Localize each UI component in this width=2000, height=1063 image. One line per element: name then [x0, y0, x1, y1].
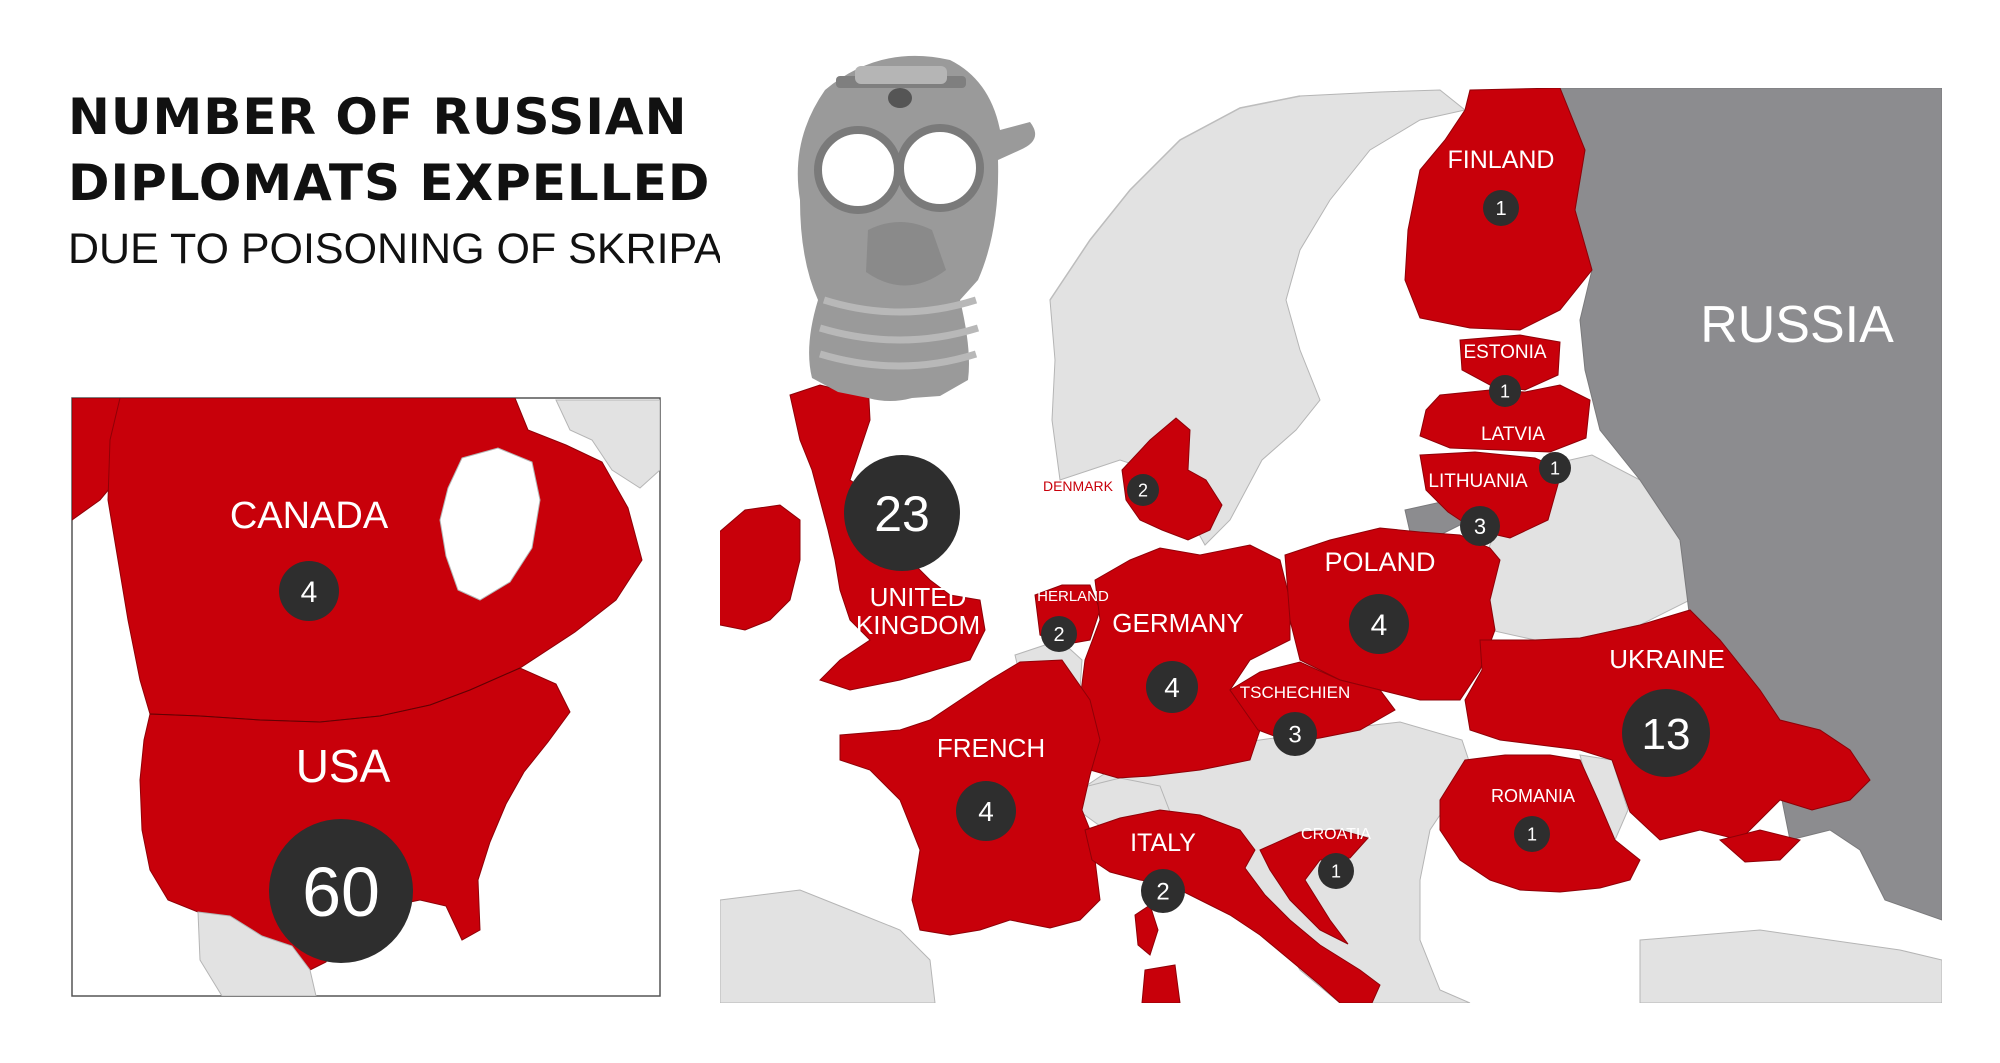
expelled-count-value-croatia: 1: [1331, 861, 1341, 881]
country-marker-croatia: CROATIA 1: [1301, 826, 1371, 889]
expelled-count-badge-czechia: [1273, 712, 1317, 756]
north-america-inset: [71, 397, 661, 997]
country-label-croatia: CROATIA: [1301, 826, 1371, 843]
country-label-netherlands: NETHERLAND: [1007, 588, 1109, 605]
country-marker-romania: ROMANIA 1: [1491, 786, 1575, 852]
expelled-count-value-ukraine: 13: [1642, 710, 1691, 759]
country-marker-denmark: DENMARK 2: [1043, 474, 1159, 506]
corsica-shape: [1134, 904, 1159, 956]
country-marker-canada: CANADA 4: [230, 495, 389, 621]
country-label-ukraine: UKRAINE: [1609, 644, 1725, 674]
expelled-count-badge-usa: [269, 819, 413, 963]
denmark-shape: [1121, 417, 1223, 541]
expelled-count-badge-italy: [1141, 869, 1185, 913]
expelled-count-badge-germany: [1146, 661, 1198, 713]
country-label-czechia: TSCHECHIEN: [1240, 683, 1351, 702]
scandinavia-coastline: [1049, 95, 1301, 301]
map-subtitle: DUE TO POISONING OF SKRIPAL: [68, 225, 747, 273]
ireland-shape: [720, 504, 801, 631]
map-title-line-2: DIPLOMATS EXPELLED: [68, 154, 711, 212]
country-label-estonia: ESTONIA: [1463, 342, 1546, 363]
expelled-count-badge-lithuania: [1460, 506, 1500, 546]
country-label-denmark: DENMARK: [1043, 478, 1114, 494]
country-marker-finland: FINLAND 1: [1448, 146, 1555, 226]
expelled-count-value-germany: 4: [1164, 672, 1180, 703]
canada-usa-border: [149, 667, 521, 723]
turkey-shape: [1639, 929, 1942, 1003]
expelled-count-badge-canada: [279, 561, 339, 621]
country-marker-usa: USA 60: [269, 740, 413, 963]
country-marker-ukraine: UKRAINE 13: [1609, 644, 1725, 777]
expelled-count-badge-poland: [1349, 594, 1409, 654]
lithuania-shape: [1419, 451, 1563, 539]
expelled-count-badge-denmark: [1127, 474, 1159, 506]
country-label-france: FRENCH: [937, 733, 1045, 763]
expelled-count-value-lithuania: 3: [1474, 514, 1486, 539]
expelled-count-badge-netherlands: [1041, 616, 1077, 652]
map-title-line-1: NUMBER OF RUSSIAN: [68, 88, 688, 146]
country-label-latvia: LATVIA: [1481, 424, 1545, 445]
russia-label: RUSSIA: [1700, 296, 1894, 354]
expelled-count-badge-croatia: [1318, 853, 1354, 889]
expelled-count-badge-ukraine: [1622, 689, 1710, 777]
expelled-count-value-romania: 1: [1527, 824, 1537, 844]
country-label-usa: USA: [296, 740, 391, 792]
country-label-uk: KINGDOM: [856, 610, 980, 640]
mexico-shape: [197, 911, 317, 996]
country-label-germany: GERMANY: [1112, 608, 1243, 638]
expelled-count-badge-latvia: [1539, 452, 1571, 484]
expelled-count-value-netherlands: 2: [1053, 624, 1064, 646]
country-marker-italy: ITALY 2: [1130, 829, 1196, 913]
expelled-count-badge-uk: [844, 455, 960, 571]
expelled-count-value-poland: 4: [1371, 609, 1388, 642]
crimea-shape: [1718, 829, 1801, 863]
estonia-shape: [1459, 334, 1561, 391]
country-marker-france: FRENCH 4: [937, 733, 1045, 841]
country-marker-lithuania: LITHUANIA 3: [1428, 471, 1528, 546]
greenland-shape: [555, 399, 660, 489]
country-label-romania: ROMANIA: [1491, 786, 1575, 806]
expelled-count-badge-finland: [1483, 190, 1519, 226]
country-marker-germany: GERMANY 4: [1112, 608, 1244, 713]
expelled-count-badge-estonia: [1489, 375, 1521, 407]
expelled-count-value-finland: 1: [1495, 198, 1506, 220]
country-label-poland: POLAND: [1324, 547, 1435, 577]
country-label-lithuania: LITHUANIA: [1428, 471, 1528, 492]
country-marker-netherlands: NETHERLAND 2: [1007, 588, 1109, 652]
country-markers: CANADA4USA60UNITEDKINGDOM23FINLAND1ESTON…: [230, 146, 1725, 963]
expelled-count-value-estonia: 1: [1500, 381, 1510, 401]
expelled-count-value-uk: 23: [874, 486, 930, 542]
country-label-italy: ITALY: [1130, 829, 1196, 857]
country-label-canada: CANADA: [230, 495, 389, 537]
country-marker-poland: POLAND 4: [1324, 547, 1436, 654]
expelled-count-value-canada: 4: [301, 576, 318, 609]
expelled-count-value-italy: 2: [1156, 879, 1169, 906]
expelled-count-badge-romania: [1514, 816, 1550, 852]
country-marker-estonia: ESTONIA 1: [1463, 342, 1547, 407]
hudson-bay-shape: [439, 447, 541, 601]
country-label-finland: FINLAND: [1448, 146, 1555, 174]
expelled-count-value-usa: 60: [302, 853, 380, 931]
expelled-count-badge-france: [956, 781, 1016, 841]
iberia-shape: [720, 889, 936, 1003]
country-label-uk: UNITED: [870, 582, 967, 612]
expelled-count-value-france: 4: [978, 796, 994, 827]
expelled-count-value-latvia: 1: [1550, 458, 1560, 478]
sardinia-shape: [1141, 964, 1181, 1003]
expelled-count-value-denmark: 2: [1138, 480, 1148, 500]
gas-mask-icon: [797, 55, 1036, 401]
expelled-count-value-czechia: 3: [1288, 722, 1301, 749]
country-marker-czechia: TSCHECHIEN 3: [1240, 683, 1351, 756]
